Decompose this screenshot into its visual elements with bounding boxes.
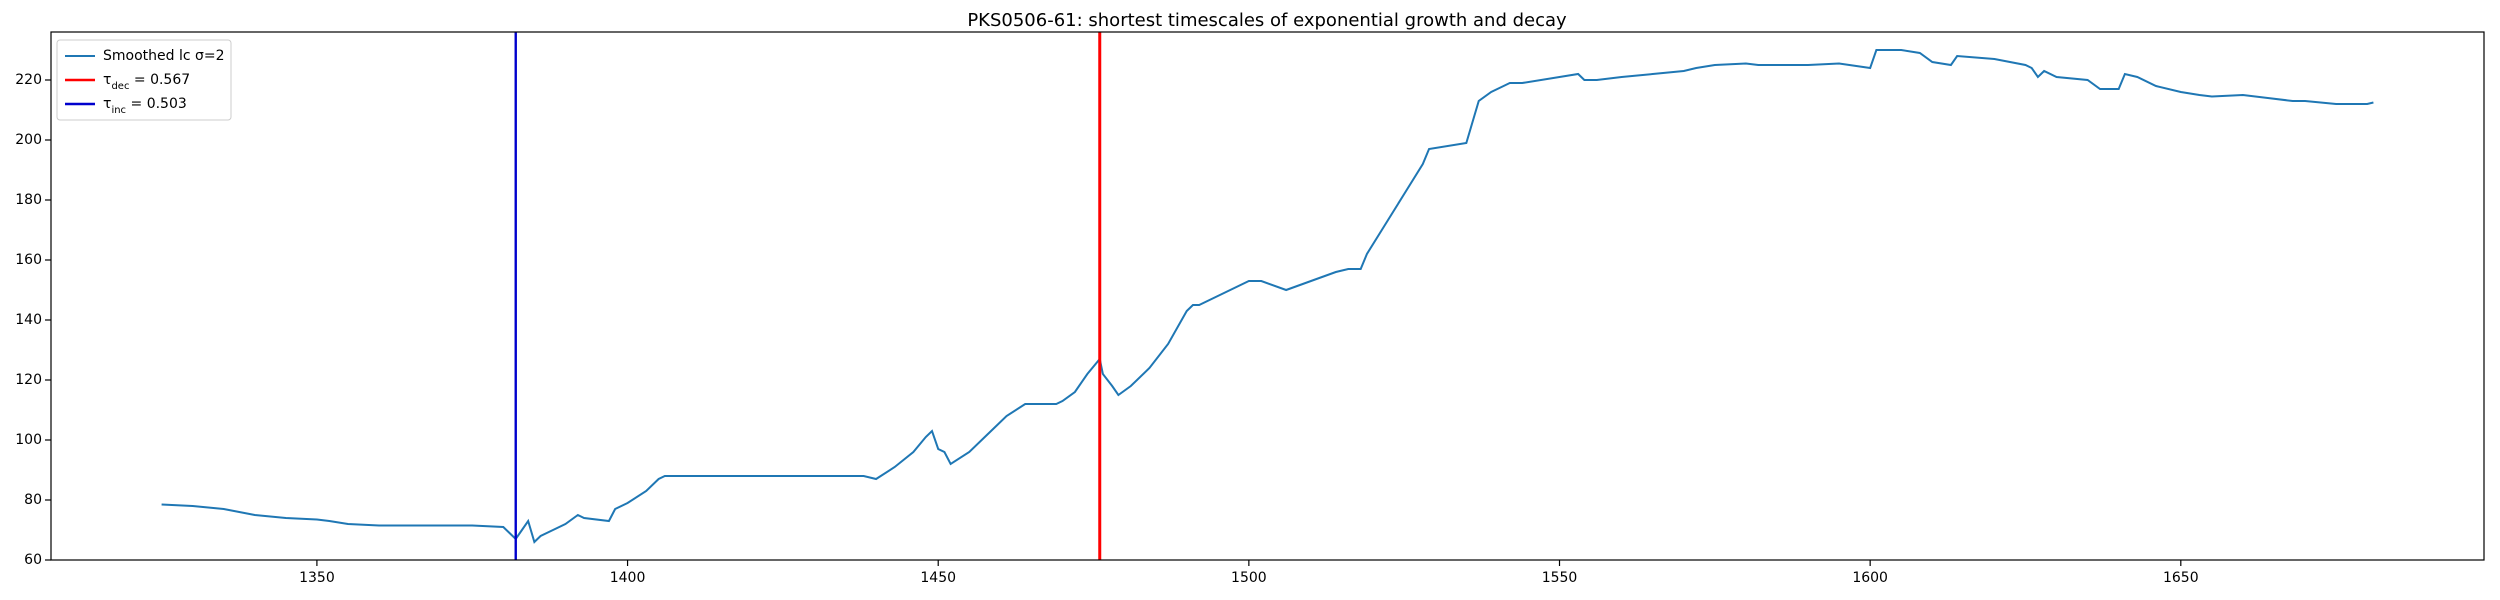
x-tick-label: 1550 xyxy=(1542,570,1578,586)
y-tick-label: 140 xyxy=(15,312,42,328)
legend-label-part: Smoothed lc σ=2 xyxy=(103,48,225,64)
plot-frame xyxy=(50,31,2485,561)
y-tick-label: 220 xyxy=(15,72,42,88)
y-tick-label: 180 xyxy=(15,192,42,208)
x-tick-label: 1350 xyxy=(299,570,335,586)
y-tick-label: 60 xyxy=(24,552,42,568)
y-tick-label: 80 xyxy=(24,492,42,508)
legend-label-part: = 0.567 xyxy=(129,72,190,88)
legend-label-part: inc xyxy=(111,105,126,116)
series-line xyxy=(161,49,2374,544)
x-tick-label: 1400 xyxy=(610,570,646,586)
legend-label: Smoothed lc σ=2 xyxy=(103,48,225,64)
legend-label-part: τ xyxy=(103,96,111,112)
legend-label-part: dec xyxy=(111,81,129,92)
x-tick-label: 1600 xyxy=(1852,570,1888,586)
x-tick-label: 1650 xyxy=(2163,570,2199,586)
y-tick-label: 100 xyxy=(15,432,42,448)
legend-label: τdec = 0.567 xyxy=(103,72,190,92)
x-tick-label: 1500 xyxy=(1231,570,1267,586)
x-tick-label: 1450 xyxy=(920,570,956,586)
y-tick-label: 200 xyxy=(15,132,42,148)
legend-label-part: = 0.503 xyxy=(126,96,187,112)
legend-label: τinc = 0.503 xyxy=(103,96,187,116)
y-tick-label: 120 xyxy=(15,372,42,388)
legend-label-part: τ xyxy=(103,72,111,88)
y-tick-label: 160 xyxy=(15,252,42,268)
chart-title: PKS0506-61: shortest timescales of expon… xyxy=(967,10,1567,31)
legend-box xyxy=(56,39,232,121)
